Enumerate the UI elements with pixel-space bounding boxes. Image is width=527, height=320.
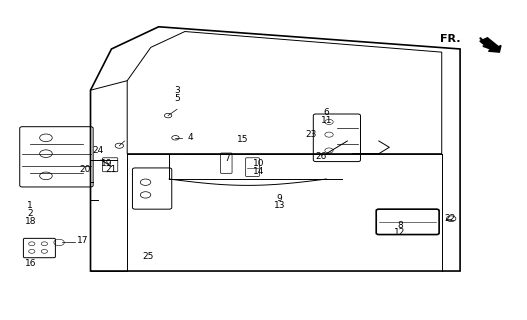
Text: FR.: FR. (440, 35, 460, 44)
Text: 25: 25 (142, 252, 154, 261)
Text: 23: 23 (305, 130, 316, 139)
Text: 26: 26 (316, 152, 327, 161)
Text: 8: 8 (397, 220, 403, 229)
Text: 6: 6 (324, 108, 329, 117)
Text: 4: 4 (187, 133, 193, 142)
Text: 21: 21 (106, 165, 117, 174)
Text: 24: 24 (93, 146, 104, 155)
Text: 14: 14 (252, 167, 264, 176)
FancyArrow shape (480, 38, 501, 52)
Text: 16: 16 (24, 259, 36, 268)
Text: 11: 11 (320, 116, 332, 125)
Text: 22: 22 (444, 214, 455, 223)
Text: 9: 9 (276, 194, 282, 203)
Text: 12: 12 (394, 228, 405, 237)
Text: 1: 1 (27, 202, 33, 211)
Text: 7: 7 (224, 154, 230, 163)
Text: 5: 5 (174, 94, 180, 103)
Text: 20: 20 (80, 165, 91, 174)
Text: 3: 3 (174, 86, 180, 95)
Text: 2: 2 (27, 209, 33, 219)
Text: 15: 15 (237, 135, 248, 144)
Text: 10: 10 (252, 159, 264, 168)
Text: 17: 17 (77, 236, 89, 245)
Text: 19: 19 (101, 159, 112, 168)
Text: 18: 18 (24, 217, 36, 226)
Text: 13: 13 (274, 202, 285, 211)
